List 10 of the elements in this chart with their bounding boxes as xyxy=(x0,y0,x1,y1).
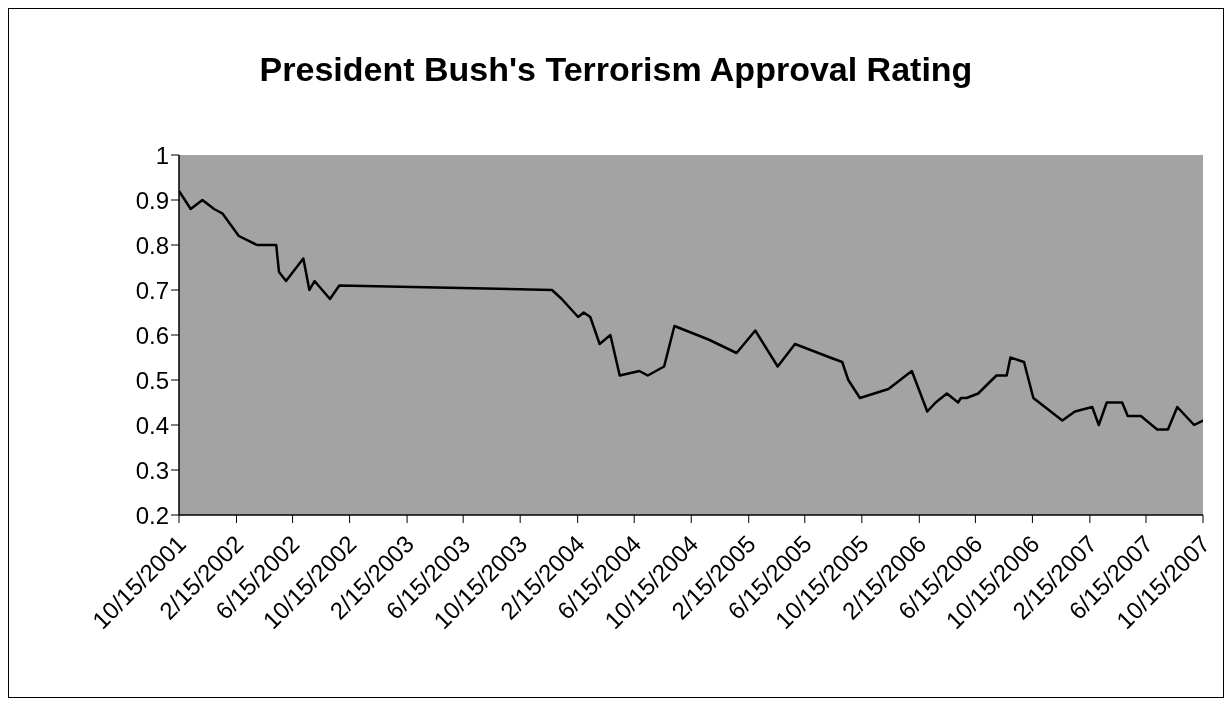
y-tick-label: 0.8 xyxy=(135,231,169,259)
y-tick-label: 0.4 xyxy=(135,411,169,439)
chart-title: President Bush's Terrorism Approval Rating xyxy=(258,48,974,90)
y-tick-label: 0.5 xyxy=(135,366,169,394)
y-tick-label: 0.7 xyxy=(135,276,169,304)
y-tick-label: 0.3 xyxy=(135,456,169,484)
y-tick-label: 0.2 xyxy=(135,501,169,529)
y-tick-label: 0.6 xyxy=(135,321,169,349)
y-tick-label: 0.9 xyxy=(135,186,169,214)
y-tick-label: 1 xyxy=(155,141,169,169)
